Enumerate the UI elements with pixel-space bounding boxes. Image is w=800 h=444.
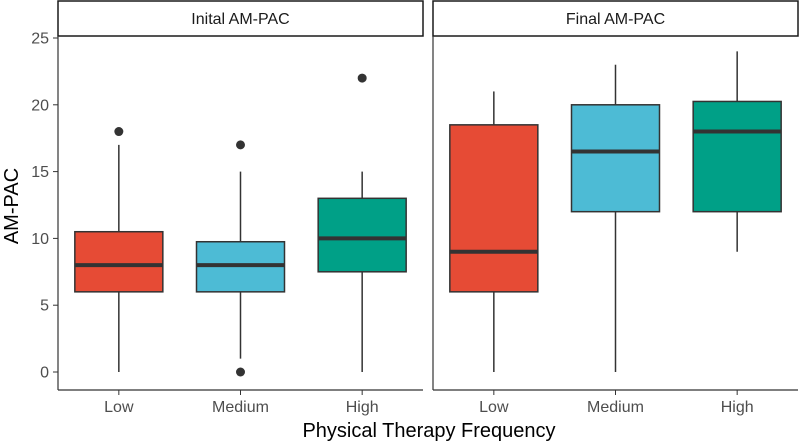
y-tick-label: 0	[40, 365, 49, 382]
y-axis-label: AM-PAC	[1, 168, 23, 244]
x-tick-label: Low	[104, 399, 134, 416]
y-tick-label: 25	[31, 31, 49, 48]
box-low	[74, 230, 164, 293]
y-tick-label: 5	[40, 298, 49, 315]
box-high	[317, 197, 407, 273]
x-tick-label: Medium	[587, 399, 644, 416]
panel-title: Inital AM-PAC	[191, 11, 289, 28]
outlier-point	[236, 367, 245, 377]
box-medium	[570, 104, 661, 213]
panel-strip	[57, 0, 424, 37]
y-tick-label: 20	[31, 97, 49, 114]
box-high	[692, 100, 782, 213]
x-axis-label: Physical Therapy Frequency	[302, 420, 555, 442]
x-tick-label: Medium	[212, 399, 269, 416]
outlier-point	[236, 140, 245, 150]
panel-title: Final AM-PAC	[566, 11, 665, 28]
x-tick-label: High	[721, 399, 754, 416]
outlier-point	[357, 73, 367, 83]
outlier-point	[114, 127, 124, 137]
panel-strip	[432, 0, 799, 37]
x-tick-label: High	[346, 399, 379, 416]
x-tick-label: Low	[479, 399, 509, 416]
y-tick-label: 10	[31, 231, 49, 248]
box-low	[449, 124, 539, 293]
y-tick-label: 15	[31, 164, 49, 181]
